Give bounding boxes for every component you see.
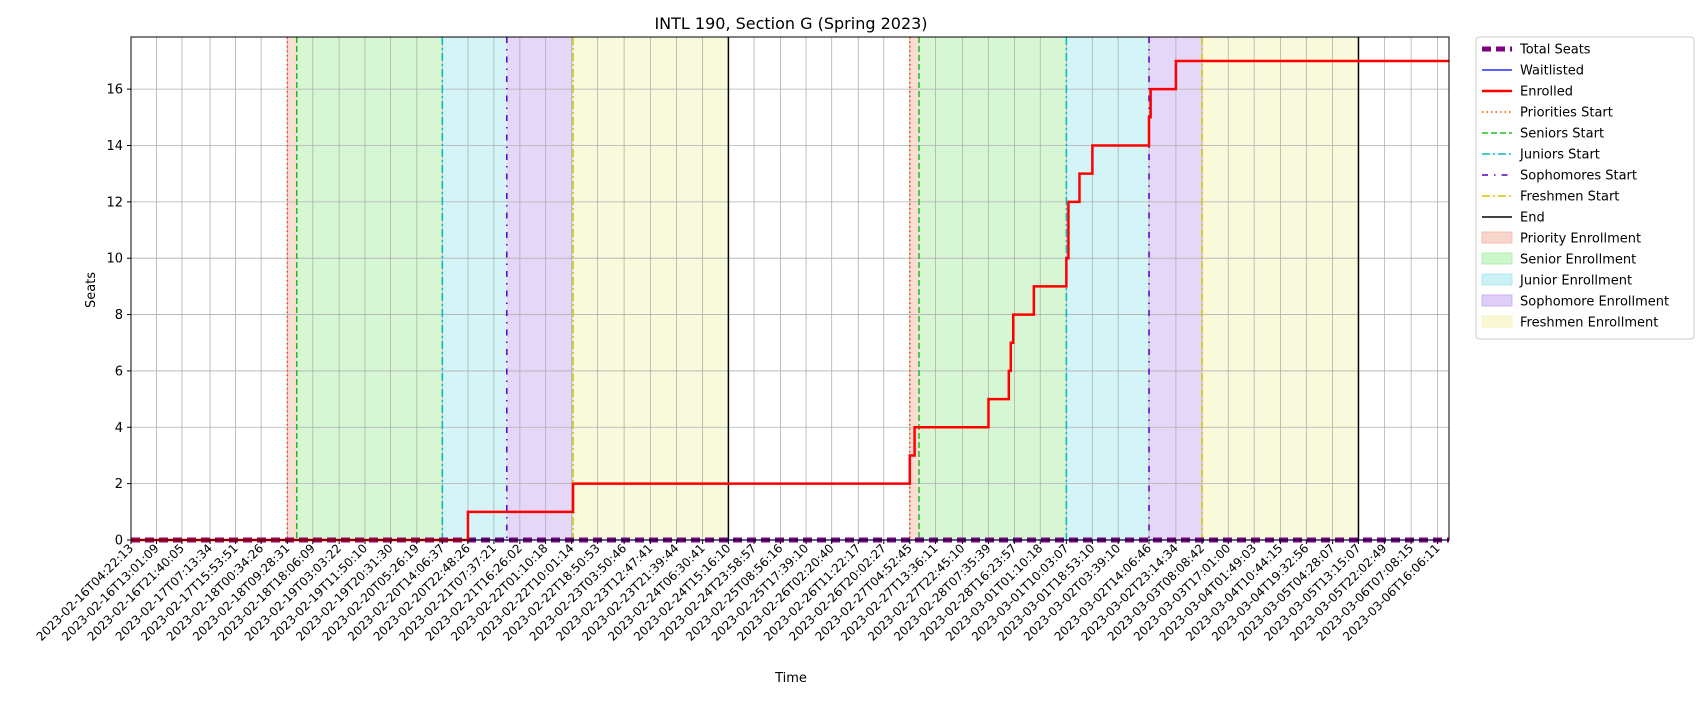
x-axis-label: Time: [774, 671, 807, 686]
y-tick-label: 8: [115, 308, 123, 323]
legend-label: Sophomores Start: [1520, 169, 1637, 184]
legend-label: Senior Enrollment: [1520, 253, 1636, 268]
y-tick-label: 14: [106, 139, 123, 154]
legend-label: Priority Enrollment: [1520, 232, 1641, 247]
chart-title: INTL 190, Section G (Spring 2023): [654, 14, 927, 33]
y-tick-label: 6: [115, 364, 123, 379]
legend-label: Priorities Start: [1520, 106, 1613, 121]
legend-label: Juniors Start: [1519, 148, 1600, 163]
plot-area: 02468101214162023-02-16T04:22:132023-02-…: [34, 36, 1450, 644]
y-tick-label: 2: [115, 477, 123, 492]
legend-label: Junior Enrollment: [1519, 274, 1632, 289]
axes-frame: [130, 36, 1450, 541]
y-tick-label: 0: [115, 534, 123, 549]
period-band: [1066, 37, 1150, 540]
legend-box: [1475, 36, 1695, 340]
period-band: [442, 37, 507, 540]
legend-swatch: [1481, 315, 1513, 328]
y-tick-label: 10: [106, 252, 123, 267]
legend: Total Seats Waitlisted Enrolled Priorities …: [1475, 36, 1695, 340]
legend-label: Total Seats: [1519, 43, 1591, 58]
series-line: [131, 59, 1449, 542]
y-tick-label: 4: [115, 421, 123, 436]
legend-label: Enrolled: [1520, 85, 1573, 100]
period-band: [909, 37, 920, 540]
legend-swatch: [1481, 294, 1513, 307]
legend-swatch: [1481, 273, 1513, 286]
period-band: [296, 37, 443, 540]
legend-label: Seniors Start: [1520, 127, 1604, 142]
legend-swatch: [1481, 231, 1513, 244]
legend-label: Freshmen Start: [1520, 190, 1619, 205]
period-band: [919, 37, 1067, 540]
legend-label: End: [1520, 211, 1545, 226]
y-tick-label: 16: [106, 83, 123, 98]
period-band: [287, 37, 297, 540]
legend-swatch: [1481, 252, 1513, 265]
y-axis-label: Seats: [84, 272, 99, 308]
y-tick-label: 12: [106, 195, 123, 210]
period-band: [506, 37, 574, 540]
legend-label: Sophomore Enrollment: [1520, 295, 1669, 310]
legend-label: Waitlisted: [1520, 64, 1584, 79]
legend-label: Freshmen Enrollment: [1520, 316, 1658, 331]
